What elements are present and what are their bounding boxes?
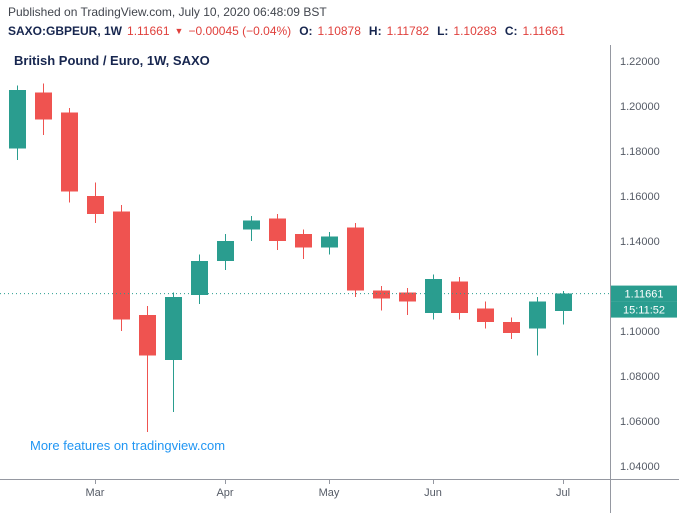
published-text: Published on TradingView.com, July 10, 2…: [8, 5, 327, 19]
published-bar: Published on TradingView.com, July 10, 2…: [8, 5, 327, 19]
symbol-name[interactable]: SAXO:GBPEUR, 1W: [8, 24, 123, 38]
current-price-flag: [611, 285, 677, 302]
close-label: C:: [504, 24, 518, 38]
candle-body: [321, 236, 338, 248]
current-price-flag-value: 1.11661: [625, 289, 664, 301]
open-label: O:: [299, 24, 313, 38]
y-axis-label[interactable]: 1.20000: [620, 101, 660, 113]
candle-body: [295, 234, 312, 248]
candle-body: [555, 293, 572, 312]
y-axis-label[interactable]: 1.22000: [620, 56, 660, 68]
high-label: H:: [368, 24, 382, 38]
candle-body: [61, 112, 78, 192]
y-axis-label[interactable]: 1.04000: [620, 461, 660, 473]
y-axis-label[interactable]: 1.14000: [620, 236, 660, 248]
y-axis-label[interactable]: 1.06000: [620, 416, 660, 428]
candle-body: [191, 261, 208, 295]
countdown-flag-value: 15:11:52: [623, 305, 665, 317]
x-axis-label[interactable]: May: [319, 487, 340, 499]
y-axis-label[interactable]: 1.18000: [620, 146, 660, 158]
y-axis-label[interactable]: 1.16000: [620, 191, 660, 203]
open-value: 1.10878: [317, 24, 361, 38]
tradingview-link[interactable]: More features on tradingview.com: [30, 438, 226, 453]
countdown-flag: [611, 301, 677, 318]
candle-body: [477, 308, 494, 322]
candle-body: [139, 315, 156, 356]
candle-body: [243, 220, 260, 230]
close-value: 1.11661: [522, 24, 565, 38]
y-axis-label[interactable]: 1.08000: [620, 371, 660, 383]
candle-body: [165, 297, 182, 361]
symbol-info-bar: SAXO:GBPEUR, 1W 1.11661 ▼ −0.00045 (−0.0…: [8, 24, 565, 38]
high-value: 1.11782: [386, 24, 430, 38]
last-price: 1.11661: [127, 24, 170, 38]
candle-body: [113, 211, 130, 320]
x-axis-label[interactable]: Apr: [216, 487, 233, 499]
candle-body: [503, 321, 520, 334]
low-value: 1.10283: [453, 24, 497, 38]
candle-body: [425, 279, 442, 313]
x-axis-label[interactable]: Jul: [556, 487, 570, 499]
candle-body: [529, 301, 546, 329]
candle-body: [451, 281, 468, 313]
chart-title: British Pound / Euro, 1W, SAXO: [14, 53, 210, 68]
candle-body: [35, 92, 52, 120]
candle-body: [399, 292, 416, 302]
candle-body: [9, 90, 26, 149]
x-axis-label[interactable]: Jun: [424, 487, 442, 499]
candle-body: [269, 218, 286, 241]
y-axis-label[interactable]: 1.10000: [620, 326, 660, 338]
price-down-icon: ▼: [174, 26, 184, 36]
candle-body: [87, 195, 104, 214]
candle-body: [347, 227, 364, 291]
x-axis-label[interactable]: Mar: [86, 487, 105, 499]
low-label: L:: [437, 24, 449, 38]
price-change: −0.00045 (−0.04%): [188, 24, 292, 38]
candle-body: [373, 290, 390, 299]
candle-body: [217, 240, 234, 262]
